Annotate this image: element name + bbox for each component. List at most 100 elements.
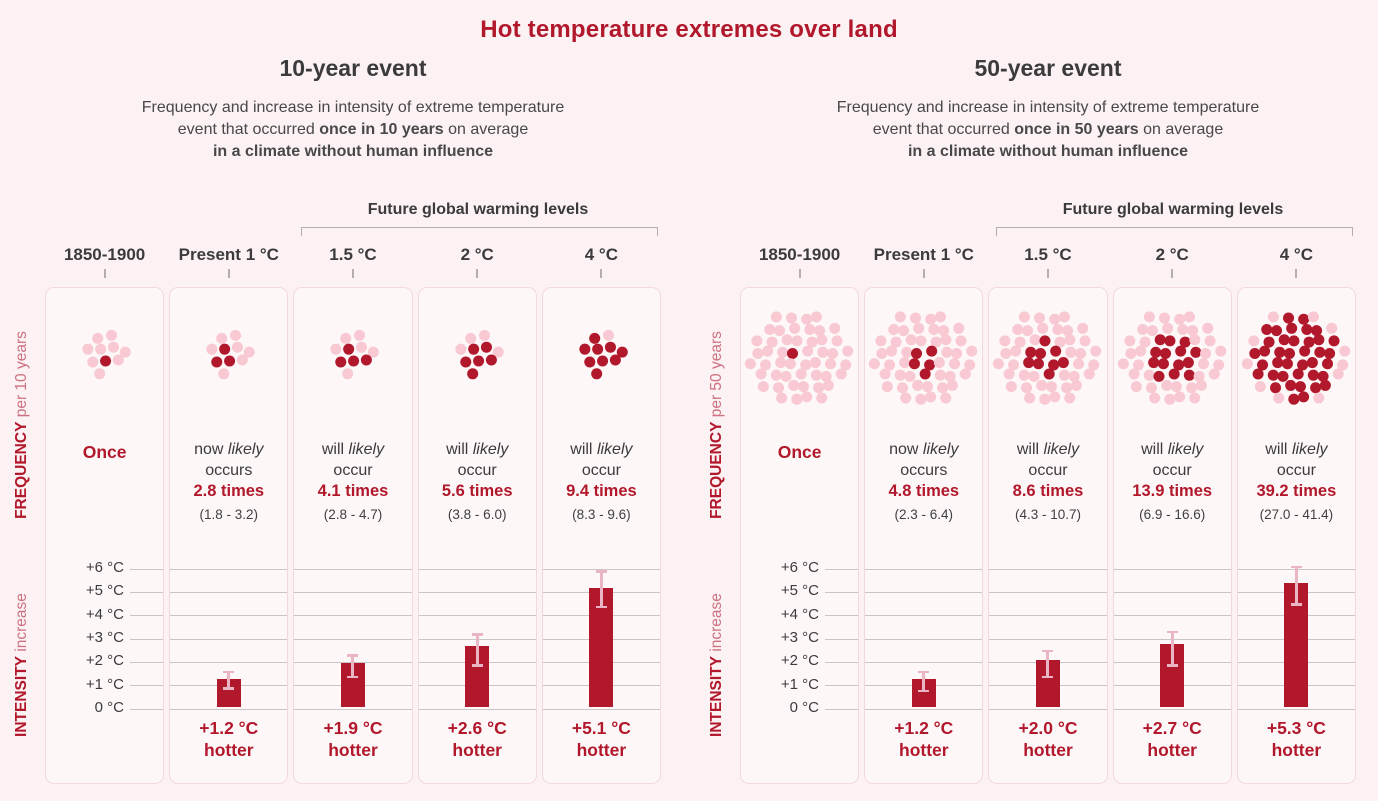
frequency-times: 2.8 times: [193, 482, 265, 500]
year-dot: [1006, 381, 1018, 393]
year-dot: [454, 343, 466, 355]
year-dot: [766, 336, 778, 348]
frequency-likely-range: (8.3 - 9.6): [572, 506, 631, 522]
event-occurrence-dot: [1182, 357, 1194, 369]
event-occurrence-dot: [1277, 370, 1289, 382]
y-axis-tick-label: 0 °C: [789, 699, 819, 716]
frequency-dot-cluster: [993, 311, 1102, 405]
gridline: [418, 708, 536, 710]
dot-cluster-area: [46, 288, 163, 433]
error-bar-cap-bottom: [1042, 675, 1054, 679]
frequency-dot-cluster: [206, 329, 255, 380]
event-occurrence-dot: [1154, 334, 1166, 346]
frequency-dot-cluster: [454, 329, 504, 380]
year-dot: [119, 346, 131, 358]
event-occurrence-dot: [1298, 345, 1310, 357]
gridline: [294, 568, 412, 570]
year-dot: [788, 379, 800, 391]
frequency-once-label: Once: [777, 442, 822, 462]
gridline: [130, 591, 164, 593]
dot-cluster-area: [1114, 288, 1231, 433]
subtitle-line: event that occurred once in 10 years on …: [15, 119, 691, 141]
column-card: will likely occur 39.2 times (27.0 - 41.4) +…: [1236, 287, 1356, 784]
event-occurrence-dot: [609, 354, 621, 366]
subtitle-line: Frequency and increase in intensity of e…: [710, 97, 1378, 119]
frequency-dot-cluster: [1241, 311, 1351, 405]
frequency-likely-range: (4.3 - 10.7): [1014, 506, 1081, 522]
year-dot: [1176, 323, 1188, 335]
year-dot: [751, 335, 763, 347]
year-dot: [1077, 322, 1089, 334]
column-header: 2 °C: [1155, 245, 1189, 264]
column-card: now likely occurs 2.8 times (1.8 - 3.2) +1.2…: [169, 287, 289, 784]
year-dot: [901, 346, 913, 358]
event-occurrence-dot: [361, 354, 373, 366]
year-dot: [1010, 345, 1022, 357]
year-dot: [112, 354, 124, 366]
year-dot: [791, 335, 803, 347]
gridline: [1237, 708, 1355, 710]
gridline: [130, 661, 164, 663]
frequency-axis-light: per 50 years: [708, 331, 725, 422]
frequency-axis-bold: FREQUENCY: [708, 421, 725, 519]
bar-hotter-word: hotter: [1147, 740, 1197, 760]
year-dot: [1339, 345, 1351, 357]
column-header: 1850-1900: [63, 245, 146, 264]
event-occurrence-dot: [480, 341, 492, 353]
event-occurrence-dot: [335, 356, 347, 368]
year-dot: [1071, 379, 1083, 391]
column-card: will likely occur 9.4 times (8.3 - 9.6) +5.1…: [541, 287, 661, 784]
year-dot: [801, 313, 813, 325]
gridline: [294, 591, 412, 593]
panel-title: 10-year event: [279, 55, 427, 81]
frequency-times: 4.1 times: [317, 482, 389, 500]
panel-50-year-event: 50-year event Frequency and increase in …: [740, 55, 1356, 795]
event-occurrence-dot: [1025, 346, 1037, 358]
year-dot: [1064, 334, 1076, 346]
event-occurrence-dot: [1249, 347, 1261, 360]
event-occurrence-dot: [467, 343, 479, 355]
event-occurrence-dot: [485, 354, 497, 366]
error-bar-cap-top: [918, 670, 930, 673]
event-occurrence-dot: [1147, 357, 1159, 369]
frequency-likely: likely: [922, 441, 959, 458]
year-dot: [959, 368, 971, 380]
year-dot: [1090, 345, 1102, 357]
bar-value: +1.2 °C: [894, 718, 954, 738]
year-dot: [1186, 325, 1198, 337]
year-dot: [915, 393, 927, 405]
year-dot: [105, 329, 118, 341]
year-dot: [755, 368, 767, 380]
year-dot: [930, 336, 942, 348]
gridline: [825, 591, 859, 593]
event-occurrence-dot: [466, 368, 478, 380]
bar-hotter-word: hotter: [1023, 740, 1073, 760]
year-dot: [1003, 368, 1015, 380]
event-occurrence-dot: [1283, 347, 1295, 360]
year-dot: [898, 325, 910, 337]
year-dot: [1272, 392, 1284, 404]
event-occurrence-dot: [1321, 358, 1333, 370]
event-occurrence-dot: [224, 355, 236, 367]
frequency-times: 13.9 times: [1132, 482, 1213, 500]
year-dot: [770, 369, 782, 381]
frequency-times: 4.8 times: [888, 482, 960, 500]
year-dot: [232, 341, 244, 353]
year-dot: [1065, 346, 1077, 358]
year-dot: [95, 343, 107, 355]
gridline: [865, 708, 983, 710]
year-dot: [777, 346, 789, 358]
column-card: will likely occur 8.6 times (4.3 - 10.7) +2.…: [988, 287, 1108, 784]
gridline: [170, 591, 288, 593]
year-dot: [1267, 311, 1279, 323]
dot-cluster-area: [170, 288, 287, 433]
year-dot: [775, 357, 787, 369]
header-tick: [798, 269, 801, 278]
error-bar-cap-bottom: [918, 689, 930, 693]
subtitle-bold: once in 50 years: [1014, 121, 1139, 138]
year-dot: [1062, 325, 1074, 337]
year-dot: [757, 381, 769, 393]
year-dot: [1052, 323, 1064, 335]
event-occurrence-dot: [1292, 368, 1304, 380]
